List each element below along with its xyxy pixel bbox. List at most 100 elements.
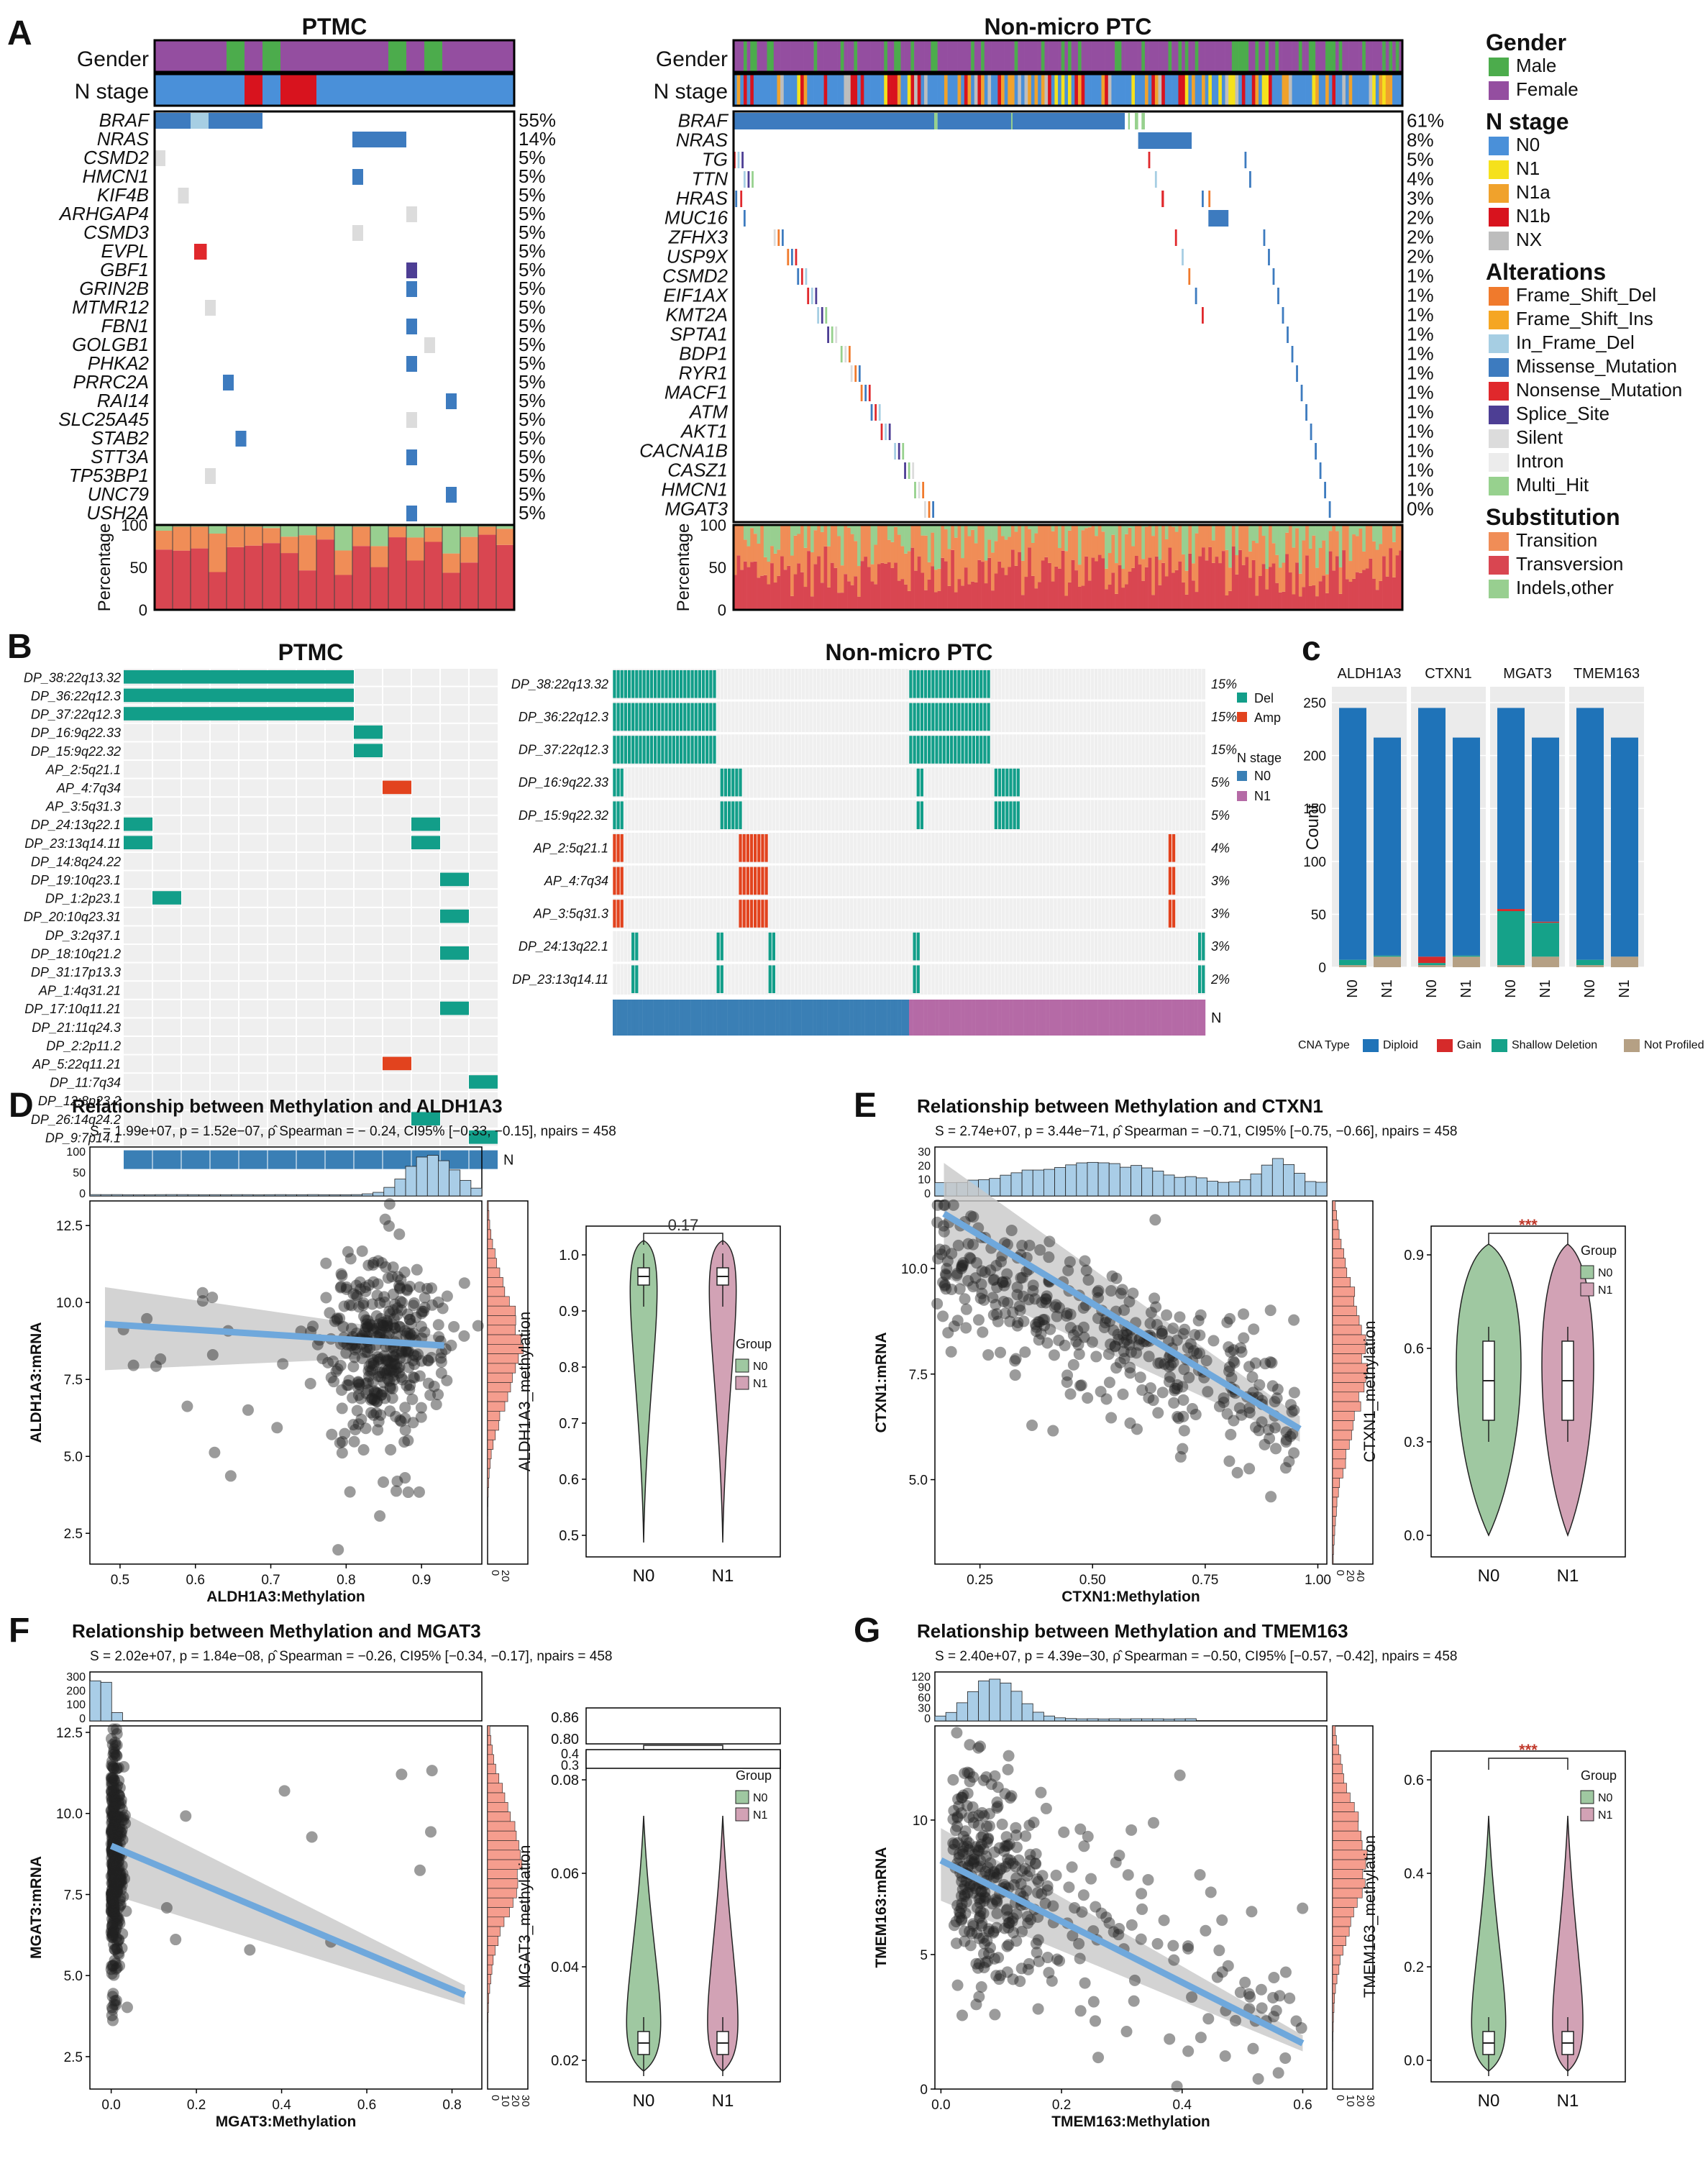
indel-bar — [1282, 525, 1286, 563]
indel-bar — [984, 525, 988, 561]
gender-cell — [1115, 40, 1119, 72]
scatter-point — [1038, 1313, 1051, 1325]
indel-bar — [813, 525, 818, 531]
gender-cell — [867, 40, 871, 72]
gender-cell — [1192, 40, 1195, 72]
scatter-point — [331, 1312, 343, 1325]
transition-bar — [1111, 534, 1115, 573]
scatter-point — [342, 1379, 355, 1392]
scatter-point — [964, 1253, 977, 1265]
cnv-cell — [983, 736, 987, 764]
scatter-point — [408, 1297, 420, 1309]
hist-bar — [1332, 1315, 1360, 1326]
scatter-point — [393, 1367, 406, 1379]
scatter-point — [1145, 1307, 1157, 1319]
bar-segment — [1497, 909, 1525, 911]
scatter-point — [955, 1262, 967, 1274]
cnv-cell — [772, 932, 775, 961]
gender-cell — [1338, 40, 1343, 72]
gender-cell — [1128, 40, 1132, 72]
indel-bar — [1325, 525, 1329, 575]
cnv-cell — [1009, 801, 1013, 829]
nstage-bar — [808, 1000, 813, 1036]
cnv-cell — [701, 670, 705, 698]
scatter-point — [351, 1290, 363, 1302]
scatter-point — [329, 1315, 341, 1328]
scatter-point — [1053, 1334, 1065, 1346]
cnv-cell — [916, 703, 920, 731]
nstage-bar — [894, 1000, 898, 1036]
scatter-point — [370, 1407, 383, 1419]
scatter-point — [964, 1251, 976, 1264]
legend-swatch — [1489, 406, 1509, 424]
scatter-point — [353, 1378, 365, 1390]
nstage-cell — [460, 74, 479, 106]
indel-bar — [757, 525, 761, 544]
cnv-cell — [616, 768, 620, 797]
transition-bar — [984, 560, 988, 584]
nstage-cell — [1228, 74, 1233, 106]
mutation-cell — [205, 468, 216, 484]
transition-bar — [793, 535, 798, 575]
scatter-point — [1007, 1306, 1019, 1318]
nstage-cell — [1105, 74, 1109, 106]
transition-bar — [1041, 526, 1045, 561]
transition-bar — [904, 553, 908, 585]
nstage-cell — [1352, 74, 1356, 106]
tick-label: N0 — [1345, 979, 1361, 998]
nstage-cell — [1322, 74, 1326, 106]
stats-line: S = 1.99e+07, p = 1.52e−07, ρ̂ Spearman … — [90, 1124, 616, 1139]
indel-bar — [1352, 525, 1356, 535]
transversion-bar — [800, 572, 804, 610]
transition-bar — [757, 544, 761, 578]
transversion-bar — [1312, 585, 1316, 610]
scatter-point — [277, 1358, 289, 1370]
mutation-cell — [864, 385, 867, 401]
axis-label: Percentage — [95, 524, 114, 612]
legend-title: Group — [736, 1337, 772, 1351]
indel-bar — [1248, 525, 1253, 552]
transition-bar — [1051, 531, 1055, 582]
nstage-bar — [739, 1000, 743, 1036]
nstage-cell — [734, 74, 737, 106]
gender-cell — [1295, 40, 1300, 72]
cnv-cell — [679, 703, 683, 731]
scatter-point — [954, 1283, 966, 1295]
gene-pct: 1% — [1407, 440, 1434, 462]
indel-bar — [1295, 525, 1300, 529]
nstage-cell — [1259, 74, 1262, 106]
scatter-point — [362, 1376, 374, 1389]
panel-letter: c — [1302, 630, 1321, 668]
scatter-point — [956, 1261, 968, 1273]
tick-label: N0 — [633, 1566, 655, 1586]
scatter-point — [1018, 1315, 1030, 1328]
hist-bar — [487, 1220, 490, 1230]
cnv-cell — [927, 670, 931, 698]
nstage-bar — [990, 1000, 995, 1036]
scatter-point — [316, 1353, 329, 1365]
scatter-point — [384, 1381, 396, 1393]
transition-bar — [847, 527, 851, 582]
nstage-cell — [155, 74, 173, 106]
scatter-point — [407, 1417, 419, 1429]
transversion-bar — [1151, 595, 1156, 610]
indel-bar — [987, 525, 992, 540]
hist-bar — [1332, 1449, 1346, 1460]
nstage-cell — [1148, 74, 1152, 106]
scatter-point — [390, 1410, 402, 1422]
axis-label: ALDH1A3:Methylation — [206, 1589, 365, 1605]
scatter-point — [1231, 1466, 1243, 1479]
nstage-bar — [1061, 1000, 1065, 1036]
scatter-point — [1090, 1351, 1102, 1363]
nstage-bar — [705, 1000, 710, 1036]
scatter-point — [1194, 1347, 1206, 1359]
nstage-bar — [968, 1000, 972, 1036]
tick-label: 7.5 — [64, 1373, 83, 1388]
mutation-cell — [932, 501, 934, 518]
transversion-bar — [1064, 595, 1069, 610]
cnv-cell — [411, 817, 440, 831]
tick-label: 0.50 — [1079, 1573, 1106, 1588]
indel-bar — [1312, 525, 1316, 536]
cnv-cell — [909, 703, 913, 731]
indel-bar — [874, 525, 878, 545]
